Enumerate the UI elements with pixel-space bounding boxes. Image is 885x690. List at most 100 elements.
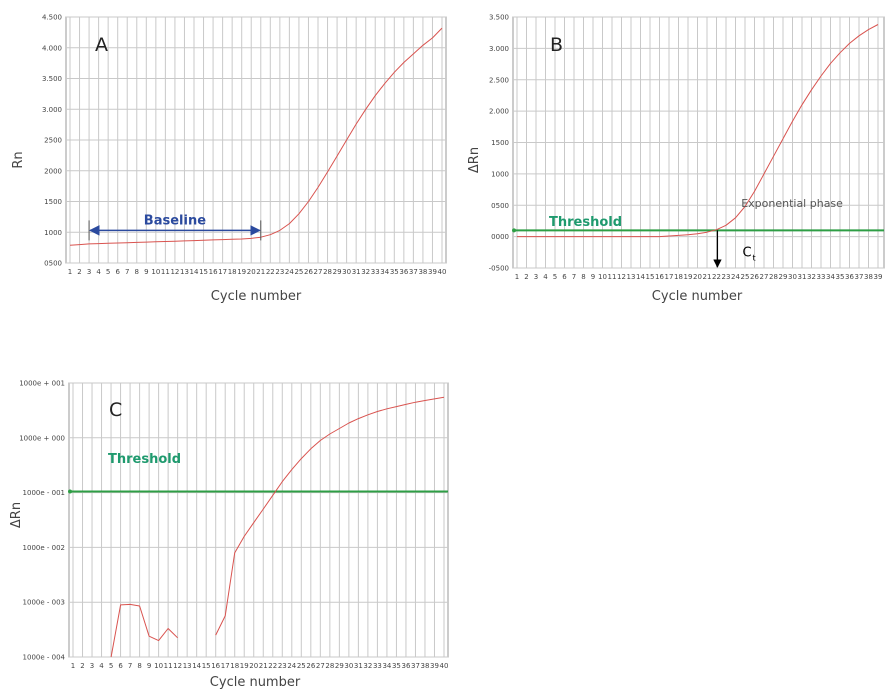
x-tick-label: 21	[259, 662, 268, 670]
x-tick-label: 22	[266, 268, 275, 276]
x-tick-label: 11	[608, 273, 617, 281]
x-tick-label: 11	[164, 662, 173, 670]
x-tick-label: 20	[249, 662, 258, 670]
x-tick-label: 15	[646, 273, 655, 281]
exponential-phase-label: Exponential phase	[741, 197, 843, 210]
x-tick-label: 19	[240, 662, 249, 670]
x-tick-label: 15	[202, 662, 211, 670]
x-tick-label: 22	[712, 273, 721, 281]
x-tick-label: 3	[90, 662, 94, 670]
x-tick-label: 17	[665, 273, 674, 281]
x-tick-label: 35	[392, 662, 401, 670]
x-tick-label: 28	[325, 662, 334, 670]
plot-area	[68, 382, 449, 658]
threshold-handle[interactable]	[512, 228, 516, 233]
x-tick-label: 30	[344, 662, 353, 670]
x-tick-label: 7	[125, 268, 129, 276]
x-tick-label: 1	[515, 273, 519, 281]
series-line	[517, 24, 879, 238]
x-tick-label: 10	[154, 662, 163, 670]
x-tick-label: 21	[703, 273, 712, 281]
series-line	[69, 27, 443, 246]
x-tick-label: 6	[118, 662, 123, 670]
x-tick-label: 4	[96, 268, 101, 276]
x-tick-label: 24	[285, 268, 294, 276]
chart-panel-c: 1000e - 004 1000e - 003 1000e - 002 1000e -…	[9, 380, 449, 690]
threshold-handle[interactable]	[68, 489, 72, 494]
threshold-label: Threshold	[549, 215, 622, 230]
x-tick-label: 14	[636, 273, 645, 281]
x-tick-label: 3	[87, 268, 91, 276]
x-tick-label: 16	[655, 273, 664, 281]
x-tick-label: 22	[268, 662, 277, 670]
y-tick-label: 0500	[491, 202, 509, 210]
x-tick-label: 14	[190, 268, 199, 276]
x-tick-label: 5	[106, 268, 110, 276]
x-tick-label: 23	[275, 268, 284, 276]
y-tick-label: 1000e + 000	[19, 434, 65, 442]
y-tick-label: 1000e - 001	[23, 489, 65, 497]
x-tick-label: 40	[438, 268, 447, 276]
x-tick-label: 32	[363, 662, 372, 670]
x-tick-label: 9	[144, 268, 148, 276]
y-tick-label: 1000	[491, 170, 509, 178]
x-tick-label: 2	[77, 268, 81, 276]
chart-panel-b: -0500 0000 0500 1000 1500 2.000 2.500 3.000 3.50…	[467, 14, 885, 304]
y-tick-label: 3.000	[42, 106, 62, 114]
x-tick-label: 34	[380, 268, 389, 276]
x-tick-label: 35	[390, 268, 399, 276]
x-tick-label: 4	[543, 273, 548, 281]
x-tick-label: 38	[421, 662, 430, 670]
x-tick-label: 24	[287, 662, 296, 670]
x-tick-label: 26	[304, 268, 313, 276]
y-tick-label: 4.500	[42, 14, 62, 22]
baseline-label: Baseline	[144, 213, 206, 228]
y-tick-label: 1000e - 004	[23, 654, 66, 662]
x-tick-label: 21	[256, 268, 265, 276]
panel-label: A	[95, 34, 108, 56]
y-tick-label: 3.500	[42, 75, 62, 83]
x-tick-label: 12	[173, 662, 182, 670]
x-tick-label: 18	[674, 273, 683, 281]
y-tick-label: 2.000	[489, 108, 509, 116]
x-tick-label: 6	[562, 273, 567, 281]
x-tick-label: 13	[627, 273, 636, 281]
x-tick-label: 28	[323, 268, 332, 276]
x-tick-label: 36	[401, 662, 410, 670]
x-tick-label: 39	[428, 268, 437, 276]
y-tick-label: 2500	[44, 137, 62, 145]
x-tick-label: 32	[361, 268, 370, 276]
x-tick-label: 23	[722, 273, 731, 281]
x-tick-label: 14	[192, 662, 201, 670]
y-tick-label: 2.500	[489, 76, 509, 84]
x-tick-label: 27	[760, 273, 769, 281]
x-tick-label: 9	[147, 662, 151, 670]
x-tick-label: 4	[99, 662, 104, 670]
x-tick-label: 24	[731, 273, 740, 281]
x-tick-label: 18	[228, 268, 237, 276]
x-tick-label: 16	[211, 662, 220, 670]
x-tick-label: 10	[151, 268, 160, 276]
x-tick-label: 7	[128, 662, 132, 670]
x-tick-label: 37	[411, 662, 420, 670]
y-axis-title: ΔRn	[9, 502, 24, 528]
x-tick-label: 17	[221, 662, 230, 670]
y-tick-label: 0500	[44, 260, 62, 268]
x-tick-label: 19	[237, 268, 246, 276]
x-tick-label: 40	[440, 662, 449, 670]
x-tick-label: 37	[855, 273, 864, 281]
x-tick-label: 8	[581, 273, 585, 281]
series-line	[110, 603, 178, 658]
y-tick-label: 2000	[44, 167, 62, 175]
x-tick-label: 25	[741, 273, 750, 281]
x-tick-label: 34	[826, 273, 835, 281]
x-tick-label: 3	[534, 273, 538, 281]
x-tick-label: 5	[553, 273, 557, 281]
x-tick-label: 25	[294, 268, 303, 276]
x-axis-title: Cycle number	[652, 289, 743, 304]
x-tick-label: 1	[68, 268, 72, 276]
x-tick-label: 17	[218, 268, 227, 276]
x-tick-label: 33	[371, 268, 380, 276]
x-tick-label: 33	[373, 662, 382, 670]
